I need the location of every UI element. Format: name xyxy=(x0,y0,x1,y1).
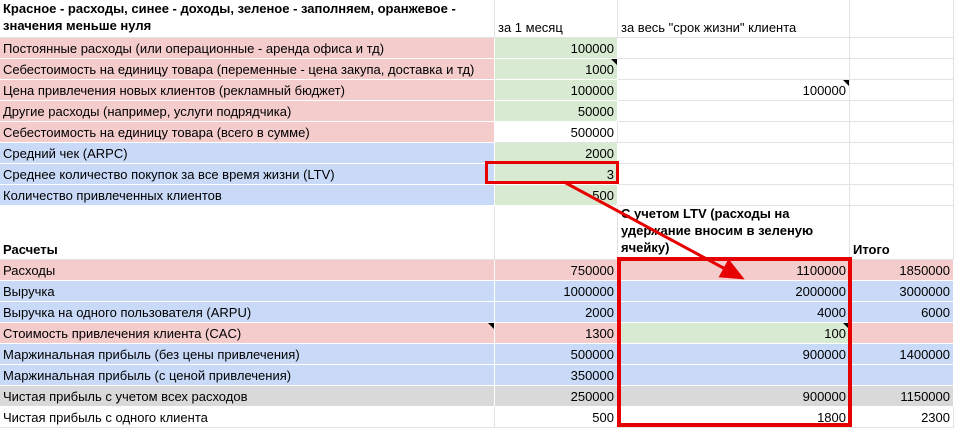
empty-cell[interactable] xyxy=(850,0,954,38)
row-arpu-month-value[interactable]: 2000 xyxy=(495,302,618,323)
column-header-month[interactable]: за 1 месяц xyxy=(495,0,618,38)
row-revenue-total-value[interactable]: 3000000 xyxy=(850,281,954,302)
empty-cell[interactable] xyxy=(850,143,954,164)
row-fixed-costs-month-value[interactable]: 100000 xyxy=(495,38,618,59)
row-arpc-month-value[interactable]: 2000 xyxy=(495,143,618,164)
row-net-profit-total-total-value[interactable]: 1150000 xyxy=(850,386,954,407)
row-fixed-costs-lifetime-value[interactable] xyxy=(618,38,850,59)
row-cac-label[interactable]: Стоимость привлечения клиента (CAC) xyxy=(0,323,495,344)
row-fixed-costs-label[interactable]: Постоянные расходы (или операционные - а… xyxy=(0,38,495,59)
row-ltv-label[interactable]: Среднее количество покупок за все время … xyxy=(0,164,495,185)
row-unit-cost-label[interactable]: Себестоимость на единицу товара (перемен… xyxy=(0,59,495,80)
row-net-profit-per-client-ltv-value[interactable]: 1800 xyxy=(618,407,850,428)
empty-cell[interactable] xyxy=(850,101,954,122)
row-margin-without-cac-ltv-value[interactable]: 900000 xyxy=(618,344,850,365)
row-revenue-ltv-value[interactable]: 2000000 xyxy=(618,281,850,302)
row-margin-without-cac-total-value[interactable]: 1400000 xyxy=(850,344,954,365)
row-arpu-total-value[interactable]: 6000 xyxy=(850,302,954,323)
row-net-profit-per-client-total-value[interactable]: 2300 xyxy=(850,407,954,428)
row-total-unit-cost-lifetime-value[interactable] xyxy=(618,122,850,143)
row-margin-with-cac-month-value[interactable]: 350000 xyxy=(495,365,618,386)
column-header-ltv-note[interactable]: С учетом LTV (расходы на удержание вноси… xyxy=(618,206,850,260)
empty-cell[interactable] xyxy=(850,80,954,101)
row-cac-ltv-value[interactable]: 100 xyxy=(618,323,850,344)
row-ltv-lifetime-value[interactable] xyxy=(618,164,850,185)
empty-cell[interactable] xyxy=(850,185,954,206)
row-revenue-month-value[interactable]: 1000000 xyxy=(495,281,618,302)
legend-note-cell[interactable]: Красное - расходы, синее - доходы, зелен… xyxy=(0,0,495,38)
row-arpc-lifetime-value[interactable] xyxy=(618,143,850,164)
row-acquisition-budget-lifetime-value[interactable]: 100000 xyxy=(618,80,850,101)
row-net-profit-total-label[interactable]: Чистая прибыль с учетом всех расходов xyxy=(0,386,495,407)
row-margin-with-cac-total-value[interactable] xyxy=(850,365,954,386)
row-other-costs-lifetime-value[interactable] xyxy=(618,101,850,122)
row-clients-count-label[interactable]: Количество привлеченных клиентов xyxy=(0,185,495,206)
empty-cell[interactable] xyxy=(850,164,954,185)
row-margin-without-cac-label[interactable]: Маржинальная прибыль (без цены привлечен… xyxy=(0,344,495,365)
empty-cell[interactable] xyxy=(850,122,954,143)
row-arpu-ltv-value[interactable]: 4000 xyxy=(618,302,850,323)
empty-cell[interactable] xyxy=(850,38,954,59)
row-cac-total-value[interactable] xyxy=(850,323,954,344)
row-arpc-label[interactable]: Средний чек (ARPC) xyxy=(0,143,495,164)
row-clients-count-lifetime-value[interactable] xyxy=(618,185,850,206)
row-other-costs-label[interactable]: Другие расходы (например, услуги подрядч… xyxy=(0,101,495,122)
row-expenses-total-value[interactable]: 1850000 xyxy=(850,260,954,281)
row-cac-month-value[interactable]: 1300 xyxy=(495,323,618,344)
row-expenses-month-value[interactable]: 750000 xyxy=(495,260,618,281)
row-margin-without-cac-month-value[interactable]: 500000 xyxy=(495,344,618,365)
row-margin-with-cac-label[interactable]: Маржинальная прибыль (с ценой привлечени… xyxy=(0,365,495,386)
row-ltv-month-value[interactable]: 3 xyxy=(495,164,618,185)
empty-cell[interactable] xyxy=(495,206,618,260)
column-header-total[interactable]: Итого xyxy=(850,206,954,260)
row-total-unit-cost-label[interactable]: Себестоимость на единицу товара (всего в… xyxy=(0,122,495,143)
row-net-profit-per-client-label[interactable]: Чистая прибыль с одного клиента xyxy=(0,407,495,428)
row-total-unit-cost-month-value[interactable]: 500000 xyxy=(495,122,618,143)
row-net-profit-total-month-value[interactable]: 250000 xyxy=(495,386,618,407)
row-other-costs-month-value[interactable]: 50000 xyxy=(495,101,618,122)
row-margin-with-cac-ltv-value[interactable] xyxy=(618,365,850,386)
row-arpu-label[interactable]: Выручка на одного пользователя (ARPU) xyxy=(0,302,495,323)
row-net-profit-total-ltv-value[interactable]: 900000 xyxy=(618,386,850,407)
row-revenue-label[interactable]: Выручка xyxy=(0,281,495,302)
row-clients-count-month-value[interactable]: 500 xyxy=(495,185,618,206)
row-acquisition-budget-label[interactable]: Цена привлечения новых клиентов (рекламн… xyxy=(0,80,495,101)
row-unit-cost-month-value[interactable]: 1000 xyxy=(495,59,618,80)
row-acquisition-budget-month-value[interactable]: 100000 xyxy=(495,80,618,101)
row-expenses-label[interactable]: Расходы xyxy=(0,260,495,281)
column-header-lifetime[interactable]: за весь "срок жизни" клиента xyxy=(618,0,850,38)
calculations-section-header[interactable]: Расчеты xyxy=(0,206,495,260)
row-net-profit-per-client-month-value[interactable]: 500 xyxy=(495,407,618,428)
row-unit-cost-lifetime-value[interactable] xyxy=(618,59,850,80)
empty-cell[interactable] xyxy=(850,59,954,80)
row-expenses-ltv-value[interactable]: 1100000 xyxy=(618,260,850,281)
